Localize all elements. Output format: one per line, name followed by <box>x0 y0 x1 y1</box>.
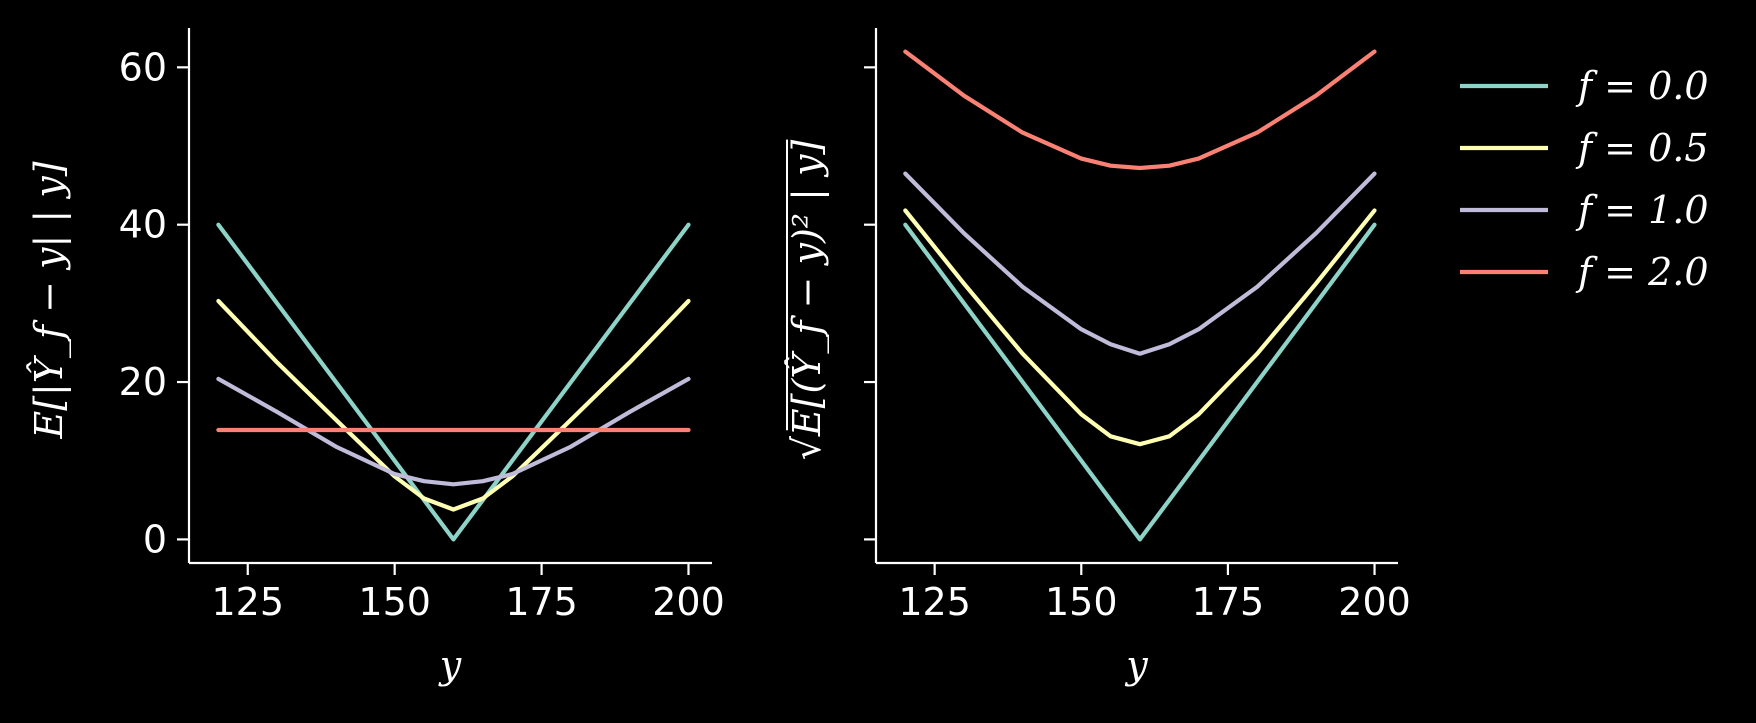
series-line-f---1-0 <box>216 376 691 487</box>
x-tick-label: 200 <box>1338 580 1411 624</box>
x-tick-label: 175 <box>1192 580 1265 624</box>
legend-label: f = 0.0 <box>1575 64 1709 108</box>
right-panel: 125 150 175 200 y √E[(Ŷ_f − y)² | y] <box>785 28 1411 687</box>
y-axis-label: √E[(Ŷ_f − y)² | y] <box>785 139 830 461</box>
x-axis-label: y <box>1124 643 1148 687</box>
legend-label: f = 1.0 <box>1575 188 1709 232</box>
legend-label: f = 2.0 <box>1575 250 1709 294</box>
x-tick-label: 175 <box>505 580 578 624</box>
x-axis-label: y <box>438 643 462 687</box>
x-tick-label: 200 <box>652 580 725 624</box>
y-tick-label: 40 <box>119 203 167 247</box>
y-axis-label-text: √E[(Ŷ_f − y)² | y] <box>785 140 830 461</box>
x-tick-label: 125 <box>898 580 971 624</box>
y-tick-label: 0 <box>143 517 167 561</box>
y-tick-label: 60 <box>119 45 167 89</box>
y-tick-label: 20 <box>119 360 167 404</box>
x-tick-label: 150 <box>358 580 431 624</box>
y-axis-label: E[|Ŷ_f − y| | y] <box>27 161 72 439</box>
series-line-f---2-0 <box>903 49 1377 171</box>
series-line-f---0-0 <box>216 222 691 542</box>
x-tick-label: 150 <box>1045 580 1118 624</box>
x-tick-label: 125 <box>211 580 284 624</box>
left-panel: 125 150 175 200 0 20 40 60 y E[|Ŷ_f − y| | y] <box>27 28 725 687</box>
series-line-f---0-5 <box>216 298 691 512</box>
series-line-f---0-5 <box>903 208 1377 447</box>
series-line-f---1-0 <box>903 171 1377 356</box>
legend-label: f = 0.5 <box>1575 126 1709 170</box>
legend: f = 0.0 f = 0.5 f = 1.0 f = 2.0 <box>1460 64 1709 294</box>
series-line-f---0-0 <box>903 222 1377 542</box>
